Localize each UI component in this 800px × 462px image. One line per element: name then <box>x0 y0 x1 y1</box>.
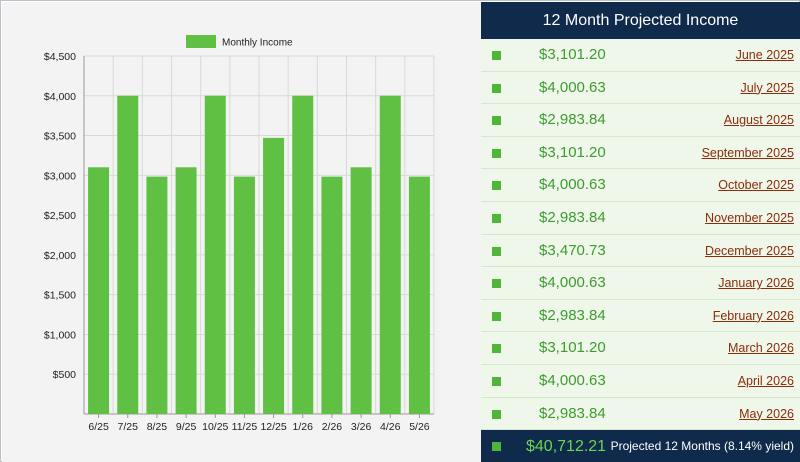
row-amount: $4,000.63 <box>539 78 606 96</box>
row-amount: $3,101.20 <box>539 339 606 357</box>
income-rows: $3,101.20 June 2025 $4,000.63 July 2025 $2,9… <box>481 39 800 431</box>
row-marker-icon <box>492 116 501 126</box>
bar <box>146 176 168 414</box>
x-tick-label: 3/26 <box>351 421 372 433</box>
legend-label: Monthly Income <box>222 38 293 49</box>
bar <box>321 176 343 414</box>
bar <box>350 167 372 414</box>
income-table: 12 Month Projected Income $3,101.20 June … <box>481 2 800 462</box>
table-row: $4,000.63 January 2026 <box>481 267 800 300</box>
row-marker-icon <box>492 148 501 158</box>
x-tick-label: 10/25 <box>202 421 228 433</box>
x-tick-label: 1/26 <box>293 421 314 433</box>
x-tick-label: 8/25 <box>147 421 168 433</box>
table-title: 12 Month Projected Income <box>481 2 800 39</box>
row-amount: $4,000.63 <box>539 371 606 389</box>
table-row: $2,983.84 February 2026 <box>481 300 800 333</box>
row-amount: $2,983.84 <box>539 404 606 422</box>
row-month-link[interactable]: March 2026 <box>727 341 794 356</box>
y-tick-label: $3,500 <box>44 131 76 143</box>
row-month-link[interactable]: October 2025 <box>718 178 794 193</box>
row-month-link[interactable]: May 2026 <box>739 406 794 421</box>
bar <box>292 95 314 414</box>
x-tick-label: 12/25 <box>260 421 286 433</box>
row-month-link[interactable]: January 2026 <box>718 276 794 291</box>
row-amount: $2,983.84 <box>539 111 606 129</box>
row-month-link[interactable]: August 2025 <box>723 113 794 128</box>
row-marker-icon <box>492 181 501 191</box>
table-row: $2,983.84 May 2026 <box>481 398 800 431</box>
row-marker-icon <box>492 279 501 289</box>
row-amount: $3,101.20 <box>539 46 606 63</box>
y-tick-label: $4,000 <box>44 91 76 103</box>
table-row: $4,000.63 October 2025 <box>481 169 800 202</box>
table-row: $3,101.20 September 2025 <box>481 137 800 170</box>
bar <box>233 176 255 414</box>
bar <box>88 167 110 414</box>
bar-chart-svg: $500 $1,000 $1,500 $2,000 $2,500 $3,000 $3,500… <box>44 35 435 433</box>
table-row: $4,000.63 April 2026 <box>481 365 800 398</box>
table-row: $2,983.84 August 2025 <box>481 104 800 137</box>
bar <box>117 95 139 414</box>
x-tick-label: 6/25 <box>88 421 109 433</box>
row-month-link[interactable]: November 2025 <box>705 210 794 225</box>
y-tick-label: $1,000 <box>44 329 76 341</box>
x-tick-label: 9/25 <box>176 421 197 433</box>
legend-swatch <box>186 35 216 48</box>
row-marker-icon <box>492 83 501 93</box>
row-month-link[interactable]: February 2026 <box>712 308 794 323</box>
bar <box>408 176 430 414</box>
row-month-link[interactable]: April 2026 <box>737 373 794 388</box>
row-marker-icon <box>492 51 501 60</box>
row-amount: $4,000.63 <box>539 274 606 292</box>
row-marker-icon <box>492 344 501 354</box>
row-amount: $2,983.84 <box>539 306 606 324</box>
y-tick-label: $2,500 <box>44 210 76 222</box>
row-marker-icon <box>492 213 501 223</box>
y-tick-label: $1,500 <box>44 290 76 302</box>
row-amount: $4,000.63 <box>539 176 606 194</box>
bar <box>204 95 226 414</box>
y-tick-label: $3,000 <box>44 170 76 182</box>
row-marker-icon <box>492 376 501 386</box>
y-tick-label: $500 <box>53 369 77 381</box>
total-label: Projected 12 Months (8.14% yield) <box>610 439 794 453</box>
y-tick-label: $2,000 <box>44 250 76 262</box>
table-row: $3,470.73 December 2025 <box>481 235 800 268</box>
table-row: $3,101.20 June 2025 <box>481 39 800 72</box>
row-month-link[interactable]: December 2025 <box>705 243 794 258</box>
row-month-link[interactable]: September 2025 <box>701 145 794 160</box>
total-amount: $40,712.21 <box>526 438 607 455</box>
row-amount: $3,470.73 <box>539 241 606 259</box>
income-chart: $500 $1,000 $1,500 $2,000 $2,500 $3,000 $3,500… <box>2 2 481 462</box>
table-row: $2,983.84 November 2025 <box>481 202 800 235</box>
row-amount: $2,983.84 <box>539 208 606 226</box>
bar <box>263 137 285 414</box>
row-marker-icon <box>492 409 501 419</box>
x-tick-label: 5/26 <box>409 421 430 433</box>
total-marker-icon <box>492 442 501 451</box>
row-month-link[interactable]: July 2025 <box>740 80 794 95</box>
x-tick-label: 2/26 <box>322 421 343 433</box>
total-row: $40,712.21 Projected 12 Months (8.14% yi… <box>481 430 800 462</box>
row-month-link[interactable]: June 2025 <box>735 48 794 62</box>
table-row: $4,000.63 July 2025 <box>481 72 800 105</box>
table-row: $3,101.20 March 2026 <box>481 332 800 365</box>
y-tick-label: $4,500 <box>44 51 76 63</box>
row-marker-icon <box>492 311 501 321</box>
bar <box>379 95 401 414</box>
row-marker-icon <box>492 246 501 256</box>
x-tick-label: 11/25 <box>232 421 258 433</box>
bar <box>175 167 197 414</box>
x-tick-label: 4/26 <box>380 421 401 433</box>
x-tick-label: 7/25 <box>118 421 139 433</box>
row-amount: $3,101.20 <box>539 143 606 161</box>
